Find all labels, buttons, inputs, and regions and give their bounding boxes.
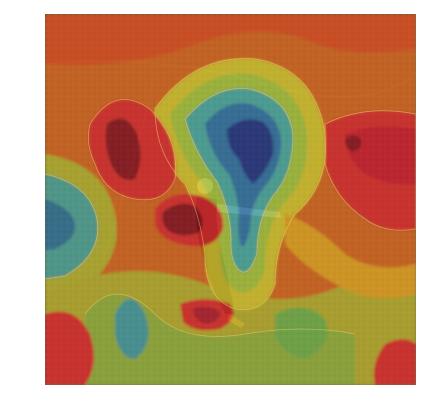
- heatmap-overlay-image: [45, 14, 416, 385]
- heatmap-svg: [45, 14, 416, 385]
- heatmap-layers: [45, 14, 416, 385]
- contour-lines: [45, 58, 416, 337]
